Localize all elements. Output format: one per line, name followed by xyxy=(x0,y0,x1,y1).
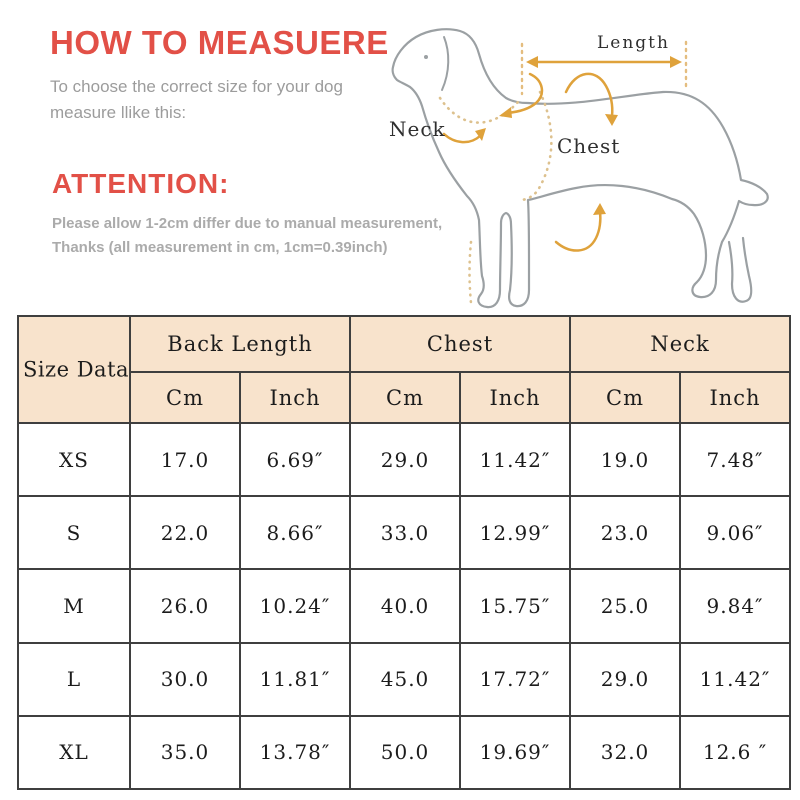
table-cell: 9.06″ xyxy=(679,495,792,571)
subcolumn-back-length-cm: Cm xyxy=(129,371,241,424)
neck-curve-arrow xyxy=(442,132,482,144)
size-row-xs: XS 17.0 6.69″ 29.0 11.42″ 19.0 7.48″ xyxy=(17,421,792,498)
chest-lower-arrowhead xyxy=(593,203,606,215)
table-cell: 19.0 xyxy=(569,421,682,498)
intro-subtitle-line2: measure llike this: xyxy=(50,102,187,122)
dog-outline-illustration xyxy=(391,28,769,309)
subcolumn-back-length-inch: Inch xyxy=(238,371,352,424)
intro-subtitle-line1: To choose the correct size for your dog xyxy=(50,77,343,96)
neck-label: Neck xyxy=(389,117,446,141)
size-row-m: M 26.0 10.24″ 40.0 15.75″ 25.0 9.84″ xyxy=(17,568,792,644)
chest-label: Chest xyxy=(557,134,620,158)
table-cell: 29.0 xyxy=(569,641,682,717)
subcolumn-neck-cm: Cm xyxy=(569,371,682,424)
length-arrowhead-left xyxy=(526,56,538,68)
subcolumn-chest-cm: Cm xyxy=(349,371,462,424)
attention-note-line1: Please allow 1-2cm differ due to manual … xyxy=(52,215,443,232)
column-group-back-length: Back Length xyxy=(128,315,352,373)
page-title: HOW TO MEASUERE xyxy=(50,24,389,61)
size-label: S xyxy=(17,495,131,571)
length-label: Length xyxy=(597,33,670,53)
attention-title: ATTENTION: xyxy=(52,168,230,199)
table-cell: 30.0 xyxy=(129,641,241,717)
table-cell: 11.42″ xyxy=(679,641,792,717)
withers-arrowhead xyxy=(499,107,512,118)
attention-note: Please allow 1-2cm differ due to manual … xyxy=(52,212,442,260)
intro-subtitle: To choose the correct size for your dog … xyxy=(50,74,343,125)
table-cell: 32.0 xyxy=(569,714,682,791)
length-arrowhead-right xyxy=(670,56,682,68)
chest-dashed-guide-lower xyxy=(468,240,473,305)
table-cell: 22.0 xyxy=(129,495,241,571)
chest-upper-arrowhead xyxy=(605,114,618,126)
table-cell: 6.69″ xyxy=(238,421,352,498)
table-cell: 11.81″ xyxy=(238,641,352,717)
table-cell: 23.0 xyxy=(569,495,682,571)
dog-ear-line xyxy=(441,36,450,91)
attention-note-line2: Thanks (all measurement in cm, 1cm=0.39i… xyxy=(52,239,388,256)
corner-header-label: Size Data xyxy=(22,357,130,382)
size-label: XL xyxy=(17,714,131,791)
size-row-s: S 22.0 8.66″ 33.0 12.99″ 23.0 9.06″ xyxy=(17,495,792,571)
chest-dashed-guide xyxy=(518,90,553,202)
size-row-l: L 30.0 11.81″ 45.0 17.72″ 29.0 11.42″ xyxy=(17,641,792,717)
table-cell: 10.24″ xyxy=(238,568,352,644)
table-cell: 15.75″ xyxy=(459,568,572,644)
table-cell: 13.78″ xyxy=(238,714,352,791)
neck-arrowhead xyxy=(475,128,486,141)
size-label: M xyxy=(17,568,131,644)
size-label: XS xyxy=(17,421,131,498)
subcolumn-neck-inch: Inch xyxy=(679,371,792,424)
chest-lower-arrow xyxy=(554,210,602,252)
table-cell: 29.0 xyxy=(349,421,462,498)
dog-eye xyxy=(424,55,428,59)
column-group-neck: Neck xyxy=(569,315,792,373)
column-group-chest: Chest xyxy=(349,315,572,373)
table-cell: 40.0 xyxy=(349,568,462,644)
table-cell: 12.6 ″ xyxy=(679,714,792,791)
size-label: L xyxy=(17,641,131,717)
table-cell: 17.72″ xyxy=(459,641,572,717)
dog-measurement-diagram: Length Neck Chest xyxy=(389,28,769,309)
table-cell: 33.0 xyxy=(349,495,462,571)
table-cell: 35.0 xyxy=(129,714,241,791)
table-cell: 25.0 xyxy=(569,568,682,644)
table-cell: 26.0 xyxy=(129,568,241,644)
table-cell: 17.0 xyxy=(129,421,241,498)
table-cell: 12.99″ xyxy=(459,495,572,571)
chest-upper-arrow xyxy=(564,72,614,118)
subcolumn-chest-inch: Inch xyxy=(459,371,572,424)
corner-header-cell: Size Data xyxy=(17,315,131,424)
size-chart-table: Size Data Back Length Chest Neck Cm Inch… xyxy=(17,315,792,791)
table-cell: 19.69″ xyxy=(459,714,572,791)
table-cell: 8.66″ xyxy=(238,495,352,571)
table-cell: 50.0 xyxy=(349,714,462,791)
table-cell: 45.0 xyxy=(349,641,462,717)
withers-curl-arrow xyxy=(505,72,544,115)
dog-far-rear-leg xyxy=(727,236,753,303)
table-cell: 9.84″ xyxy=(679,568,792,644)
table-cell: 11.42″ xyxy=(459,421,572,498)
table-cell: 7.48″ xyxy=(679,421,792,498)
size-row-xl: XL 35.0 13.78″ 50.0 19.69″ 32.0 12.6 ″ xyxy=(17,714,792,791)
